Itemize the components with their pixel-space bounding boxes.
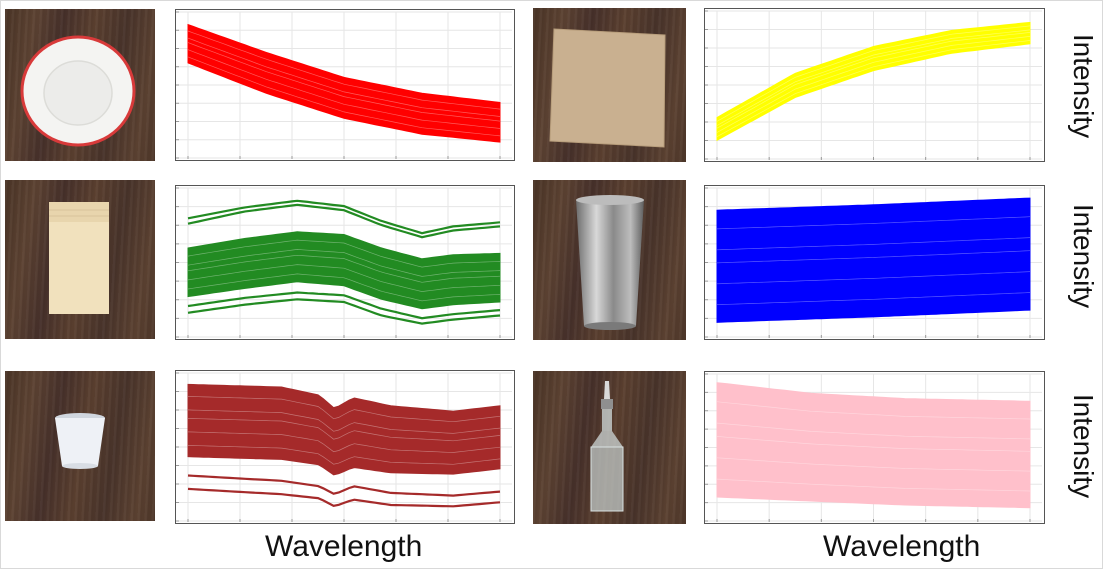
spectrum-curve-gap xyxy=(187,49,501,129)
spectrum-chart-bowl xyxy=(175,9,515,161)
spectrum-outlier-curve xyxy=(187,474,501,497)
spectrum-curve-gap xyxy=(716,36,1031,133)
spectrum-curve-gap xyxy=(716,292,1031,306)
spectrum-band xyxy=(187,23,501,143)
photo-bowl xyxy=(5,9,155,161)
photo-paper-cup xyxy=(5,371,155,521)
spectrum-curve-gap xyxy=(716,271,1031,285)
spectrum-curve-gap xyxy=(187,418,501,442)
spectrum-curve-gap xyxy=(716,29,1031,126)
photo-glass-bottle xyxy=(533,371,686,524)
spectrum-curve-gap xyxy=(187,409,501,434)
spectrum-outlier-curve xyxy=(187,298,501,325)
spectrum-band xyxy=(187,383,501,476)
glass-bottle-image xyxy=(590,381,624,512)
plastic-bag-image xyxy=(49,202,109,314)
spectrum-curve-gap xyxy=(187,396,501,423)
spectrum-chart-plastic-bag xyxy=(175,185,515,340)
spectrum-curve-gap xyxy=(187,42,501,122)
spectrum-chart-glass-bottle xyxy=(704,371,1045,524)
spectrum-chart-cardboard xyxy=(704,8,1045,162)
spectrum-band xyxy=(716,197,1031,323)
x-axis-label-left: Wavelength xyxy=(265,530,423,563)
spectrum-curve-gap xyxy=(187,431,501,453)
spectrum-curve-gap xyxy=(187,264,501,292)
spectrum-chart-steel-tumbler xyxy=(704,185,1045,340)
spectrum-outlier-curve xyxy=(187,203,501,239)
cardboard-image xyxy=(549,28,666,148)
spectrum-curve-gap xyxy=(187,273,501,302)
spectrum-curve-gap xyxy=(187,249,501,277)
spectrum-curve-gap xyxy=(716,457,1031,472)
spectrum-band xyxy=(716,21,1031,142)
spectrum-band xyxy=(187,231,501,310)
y-axis-label-row1: Intensity xyxy=(1068,33,1099,139)
spectrum-curve-gap xyxy=(716,32,1031,129)
paper-cup-image xyxy=(55,413,105,469)
spectrum-outlier-curve xyxy=(187,291,501,320)
y-axis-label-row3: Intensity xyxy=(1068,393,1099,499)
spectrum-outlier-curve xyxy=(187,199,501,235)
spectrum-curve-gap xyxy=(716,25,1031,122)
spectrum-curve-gap xyxy=(716,422,1031,440)
spectrum-curve-gap xyxy=(187,37,501,117)
spectrum-curve-gap xyxy=(716,216,1031,230)
spectrum-curve-gap xyxy=(716,40,1031,138)
photo-cardboard xyxy=(533,8,686,162)
spectrum-curve-gap xyxy=(187,30,501,110)
y-axis-label-row2: Intensity xyxy=(1068,203,1099,309)
spectrum-curve-gap xyxy=(187,445,501,465)
spectrum-curve-gap xyxy=(716,401,1031,420)
photo-steel-tumbler xyxy=(533,180,686,340)
photo-plastic-bag xyxy=(5,180,155,339)
spectrum-outlier-curve xyxy=(187,487,501,508)
bowl-image xyxy=(20,35,136,147)
spectrum-curve-gap xyxy=(716,237,1031,251)
spectrum-chart-paper-cup xyxy=(175,370,515,524)
spectrum-curve-gap xyxy=(716,436,1031,452)
spectrum-curve-gap xyxy=(716,250,1031,264)
spectrum-band xyxy=(716,382,1031,509)
spectrum-curve-gap xyxy=(716,478,1031,492)
spectrum-curve-gap xyxy=(187,254,501,283)
spectrum-curve-gap xyxy=(187,239,501,268)
steel-tumbler-image xyxy=(576,195,644,330)
x-axis-label-right: Wavelength xyxy=(823,530,981,563)
spectrum-curve-gap xyxy=(187,56,501,137)
